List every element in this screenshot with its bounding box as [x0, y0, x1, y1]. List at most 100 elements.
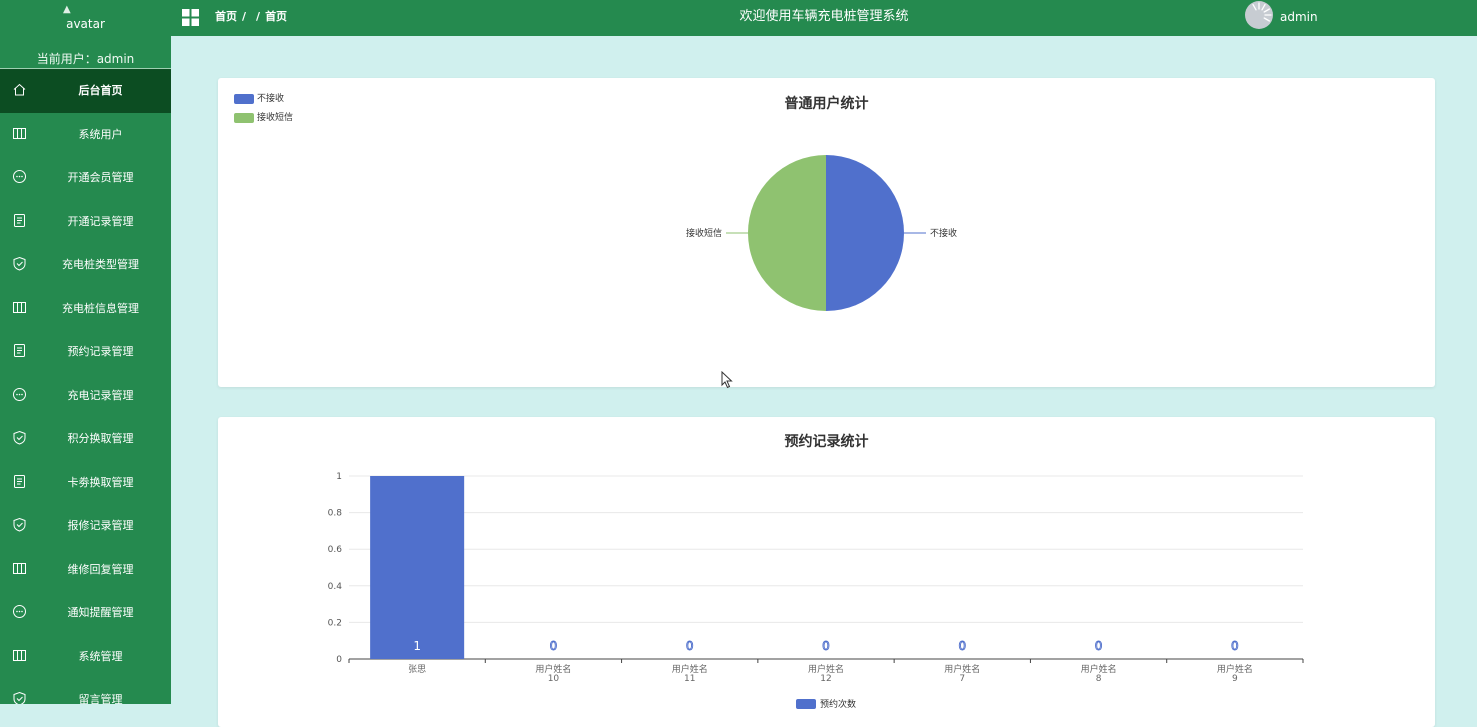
- sidebar-item[interactable]: 系统管理: [0, 635, 171, 679]
- breadcrumb-home[interactable]: 首页: [215, 10, 237, 23]
- bar-chart: 00.20.40.60.811张思0用户姓名100用户姓名110用户姓名120用…: [328, 472, 1304, 710]
- y-tick-label: 0: [336, 655, 342, 665]
- sidebar-item[interactable]: 通知提醒管理: [0, 591, 171, 635]
- shield-check-icon: [13, 430, 26, 445]
- chat-icon: [13, 170, 26, 183]
- document-icon: [14, 213, 25, 227]
- pie-slice[interactable]: [826, 155, 904, 311]
- x-tick-label: 12: [820, 674, 831, 684]
- bar[interactable]: [370, 476, 465, 659]
- sidebar-item[interactable]: 卡劵换取管理: [0, 461, 171, 505]
- y-tick-label: 0.4: [328, 582, 343, 592]
- sidebar-menu: 后台首页系统用户开通会员管理 开通记录管理 充电桩类型管理 充电桩信息管理 预约记录管理…: [0, 69, 171, 704]
- x-tick-label: 用户姓名: [535, 663, 571, 675]
- sidebar-item-label: 系统用户: [78, 127, 123, 141]
- y-tick-label: 0.2: [328, 618, 342, 628]
- sidebar-item-label: 开通记录管理: [67, 214, 134, 228]
- page-title: 欢迎使用车辆充电桩管理系统: [739, 9, 909, 24]
- y-tick-label: 0.6: [328, 545, 343, 555]
- top-bar: 首页 / / 首页 欢迎使用车辆充电桩管理系统 admin: [171, 0, 1477, 36]
- current-user-label: 当前用户：admin: [0, 36, 171, 69]
- avatar: avatar: [66, 17, 105, 31]
- home-icon: [13, 83, 26, 96]
- bar-value-label: 1: [413, 639, 421, 653]
- legend-label: 不接收: [257, 94, 285, 104]
- pie-slice-label: 接收短信: [686, 227, 722, 239]
- shield-check-icon: [13, 691, 26, 704]
- columns-icon: [13, 301, 26, 313]
- sidebar-item-label: 系统管理: [78, 649, 123, 663]
- sidebar-item[interactable]: 充电桩类型管理: [0, 243, 171, 287]
- sidebar-item[interactable]: 开通会员管理: [0, 156, 171, 200]
- pie-legend-item[interactable]: 不接收: [234, 93, 284, 105]
- pie-slice[interactable]: [748, 155, 826, 311]
- bar-value-label: 0: [1231, 639, 1239, 653]
- x-tick-label: 9: [1232, 674, 1238, 684]
- x-tick-label: 7: [959, 674, 965, 684]
- sidebar-item-label: 维修回复管理: [67, 562, 134, 576]
- sidebar-item[interactable]: 开通记录管理: [0, 200, 171, 244]
- user-stats-card: 普通用户统计 不接收 接收短信 不接收 接收短信: [218, 78, 1435, 387]
- username-label[interactable]: admin: [1280, 10, 1318, 24]
- chat-icon: [13, 387, 26, 401]
- columns-icon: [13, 562, 26, 574]
- sidebar-item[interactable]: 充电桩信息管理: [0, 287, 171, 331]
- bar-legend-swatch[interactable]: [796, 699, 816, 709]
- sidebar-item-label: 预约记录管理: [67, 345, 134, 358]
- sidebar-item-label: 充电桩信息管理: [62, 301, 139, 315]
- sidebar-item[interactable]: 留言管理: [0, 678, 171, 704]
- sidebar-item[interactable]: 维修回复管理: [0, 548, 171, 592]
- bar-value-label: 0: [822, 639, 830, 653]
- columns-icon: [13, 127, 26, 139]
- y-tick-label: 1: [336, 472, 342, 482]
- bar-legend-label[interactable]: 预约次数: [820, 698, 856, 710]
- y-tick-label: 0.8: [328, 509, 343, 519]
- sidebar: ▲ avatar 当前用户：admin 后台首页系统用户开通会员管理 开通记录管理…: [0, 0, 171, 704]
- shield-check-icon: [13, 517, 26, 532]
- x-tick-label: 11: [684, 674, 695, 684]
- pie-legend-item[interactable]: 接收短信: [234, 112, 293, 124]
- x-tick-label: 用户姓名: [672, 663, 708, 675]
- pie-slice-label: 不接收: [930, 227, 957, 239]
- sidebar-item[interactable]: 充电记录管理: [0, 374, 171, 418]
- legend-label: 接收短信: [257, 113, 294, 123]
- columns-icon: [13, 649, 26, 661]
- shield-check-icon: [13, 256, 26, 271]
- sidebar-item-label: 充电桩类型管理: [62, 258, 139, 271]
- bar-value-label: 0: [1095, 639, 1103, 653]
- pie-chart: 不接收 接收短信: [686, 155, 957, 311]
- user-avatar-icon[interactable]: [1244, 0, 1274, 30]
- x-tick-label: 张思: [408, 664, 426, 675]
- reservation-stats-card: 预约记录统计 0 0.2 0.4 0.6 0.8 1 1 张思 0 用户姓名 10 0 用户姓名 11 0 用…: [218, 417, 1435, 727]
- legend-swatch: [234, 112, 254, 123]
- sidebar-item-label: 通知提醒管理: [67, 606, 134, 619]
- document-icon: [14, 474, 25, 488]
- legend-swatch: [234, 93, 254, 104]
- mouse-cursor-icon: [721, 371, 733, 389]
- x-tick-label: 用户姓名: [1081, 663, 1117, 675]
- bar-value-label: 0: [686, 639, 694, 653]
- breadcrumb-separator: /: [242, 10, 247, 23]
- sidebar-item[interactable]: 系统用户: [0, 113, 171, 157]
- sidebar-item-label: 开通会员管理: [67, 171, 134, 184]
- document-icon: [14, 344, 25, 357]
- grid-menu-icon[interactable]: [182, 9, 199, 26]
- bar-value-label: 0: [958, 639, 966, 653]
- sidebar-item-label: 积分换取管理: [67, 432, 134, 445]
- breadcrumb-current: 首页: [265, 10, 288, 23]
- x-tick-label: 10: [548, 674, 560, 684]
- broken-image-icon: ▲: [63, 4, 71, 15]
- sidebar-item[interactable]: 积分换取管理: [0, 417, 171, 461]
- sidebar-item[interactable]: 预约记录管理: [0, 330, 171, 374]
- bar-chart-title: 预约记录统计: [784, 434, 869, 450]
- chat-icon: [13, 605, 26, 618]
- breadcrumb-separator: /: [256, 10, 261, 23]
- sidebar-item-label: 充电记录管理: [67, 388, 134, 402]
- breadcrumb: 首页 / / 首页: [215, 0, 287, 34]
- sidebar-header: ▲ avatar: [0, 0, 171, 36]
- x-tick-label: 8: [1096, 674, 1102, 684]
- sidebar-item[interactable]: 报修记录管理: [0, 504, 171, 548]
- sidebar-item[interactable]: 后台首页: [0, 69, 171, 113]
- sidebar-item-label: 后台首页: [78, 84, 123, 97]
- bar-value-label: 0: [550, 639, 558, 653]
